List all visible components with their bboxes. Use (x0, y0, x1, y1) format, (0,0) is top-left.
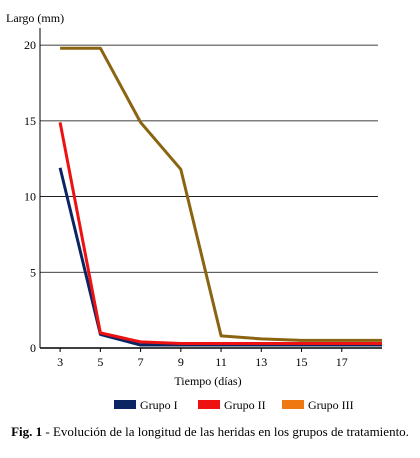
y-axis-label: Largo (mm) (6, 11, 64, 25)
x-tick-label-17: 17 (336, 355, 348, 369)
y-tick-label-5: 5 (30, 265, 36, 279)
figure-caption: Fig. 1 - Evolución de la longitud de las… (10, 424, 410, 440)
caption-label: Fig. 1 (11, 424, 43, 439)
y-tick-label-0: 0 (30, 341, 36, 355)
series-lines (58, 46, 383, 347)
series-line-1 (58, 167, 382, 347)
axes: 0 5 10 15 20 3 5 7 9 11 13 15 17 (24, 28, 382, 369)
legend-swatch-2 (198, 400, 220, 409)
y-tick-label-10: 10 (24, 190, 36, 204)
x-tick-label-15: 15 (296, 355, 308, 369)
x-tick-label-9: 9 (178, 355, 184, 369)
x-tick-label-7: 7 (138, 355, 144, 369)
x-tick-label-13: 13 (255, 355, 267, 369)
caption-text: - Evolución de la longitud de las herida… (42, 424, 409, 439)
series-line-2 (58, 122, 382, 345)
y-tick-label-15: 15 (24, 114, 36, 128)
x-tick-label-3: 3 (57, 355, 63, 369)
x-tick-label-11: 11 (215, 355, 227, 369)
series-line-3 (60, 46, 382, 342)
legend-swatch-3 (282, 400, 304, 409)
legend-label-3: Grupo III (308, 398, 354, 412)
gridlines (40, 44, 378, 273)
line-chart: 0 5 10 15 20 3 5 7 9 11 13 15 17 Largo (mm) Tiempo (… (6, 11, 383, 412)
y-tick-label-20: 20 (24, 38, 36, 52)
legend-label-1: Grupo I (140, 398, 178, 412)
legend-label-2: Grupo II (224, 398, 266, 412)
legend-swatch-1 (114, 400, 136, 409)
x-axis-label: Tiempo (días) (174, 374, 241, 388)
x-tick-label-5: 5 (97, 355, 103, 369)
legend: Grupo I Grupo II Grupo III (114, 398, 354, 412)
